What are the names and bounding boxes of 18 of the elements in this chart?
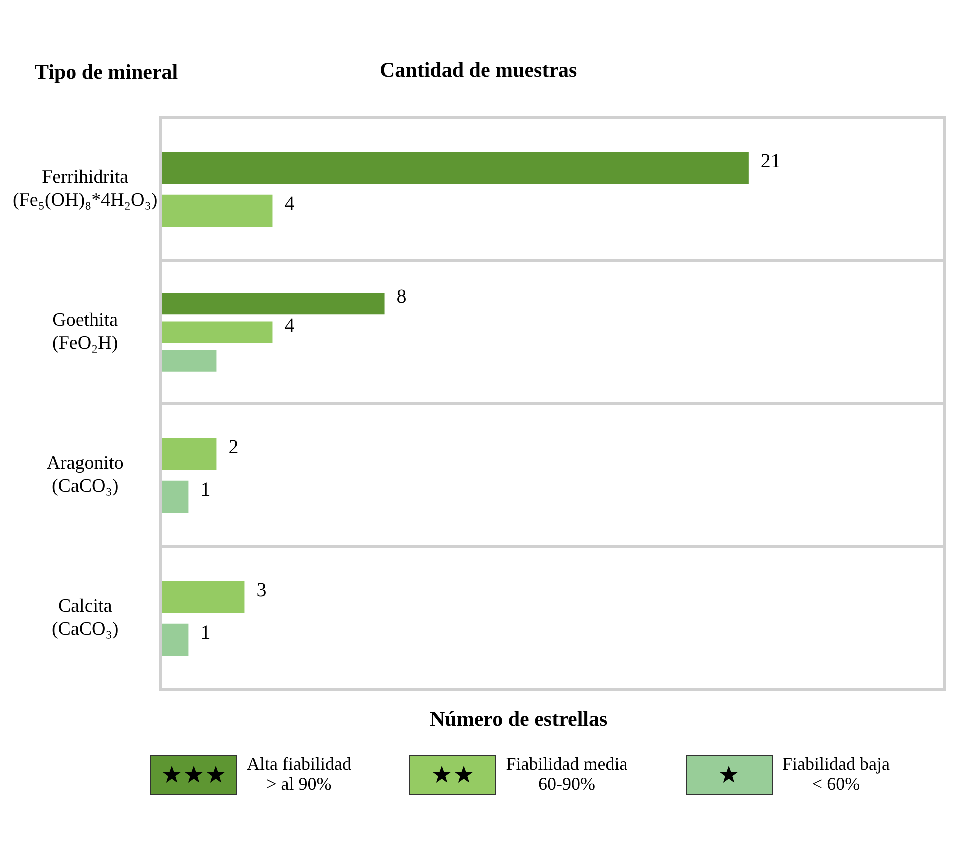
data-label: 21 xyxy=(760,150,781,172)
data-label: 2 xyxy=(228,436,239,458)
data-label: 3 xyxy=(256,579,267,602)
y-tick-label: Calcita (CaCO₃) xyxy=(52,596,119,640)
data-label: 8 xyxy=(396,286,407,308)
data-label: 1 xyxy=(200,479,211,502)
chart-title: Cantidad de muestras xyxy=(380,58,578,83)
legend-label: Alta fiabilidad > al 90% xyxy=(247,754,352,795)
legend-label: Fiabilidad media 60-90% xyxy=(506,754,628,795)
data-label: 1 xyxy=(200,622,211,644)
y-axis-title: Tipo de mineral xyxy=(35,60,178,85)
y-tick-label: Aragonito (CaCO₃) xyxy=(46,453,124,497)
y-tick-label: Goethita (FeO₂H) xyxy=(52,310,119,354)
legend-title: Número de estrellas xyxy=(430,707,608,732)
data-label: 4 xyxy=(284,314,295,337)
legend-label: Fiabilidad baja < 60% xyxy=(782,754,890,795)
y-tick-label: Ferrihidrita (Fe₅(OH)₈*4H₂O₃) xyxy=(12,167,158,211)
data-label: 4 xyxy=(284,193,295,216)
